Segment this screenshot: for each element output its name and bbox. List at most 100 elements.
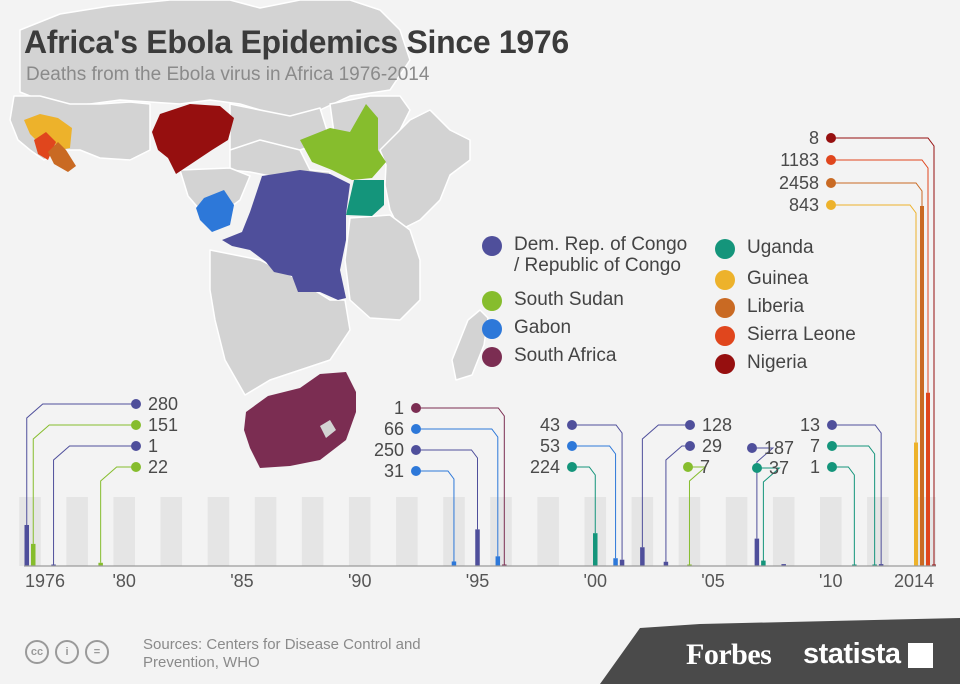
leader-line <box>53 445 136 565</box>
leader-line <box>831 137 935 565</box>
annotation-dot <box>826 200 836 210</box>
bar-drc-1977 <box>51 564 56 566</box>
bar-south_sudan-1979 <box>98 562 103 566</box>
x-tick-label: '95 <box>466 571 489 591</box>
legend-label-south-africa: South Africa <box>514 345 617 366</box>
bar-guinea-2014 <box>914 442 918 566</box>
annotation-label: 53 <box>540 436 560 456</box>
legend-item-liberia: Liberia <box>715 296 804 318</box>
annotation-dot <box>747 443 757 453</box>
annotation-dot <box>752 463 762 473</box>
africa-map <box>9 0 489 468</box>
annotation-label: 7 <box>700 457 710 477</box>
leader-line <box>831 182 923 206</box>
map-nigeria <box>152 104 234 174</box>
leader-line <box>416 470 455 562</box>
x-tick-labels: 1976 '80 '85 '90 '95 '00 '05 '10 2014 <box>25 571 934 591</box>
x-tick-label: '10 <box>819 571 842 591</box>
leader-line <box>757 467 781 561</box>
annotation-dot <box>826 178 836 188</box>
annotation-dot <box>827 420 837 430</box>
annotation-dot <box>411 424 421 434</box>
bar-drc-1995 <box>475 529 480 566</box>
annotation-label: 8 <box>809 128 819 148</box>
statista-logo: statista <box>803 638 901 670</box>
bar-south_sudan-1976 <box>31 543 36 566</box>
annotation-label: 29 <box>702 436 722 456</box>
map-south-sudan <box>300 104 386 180</box>
annotation-label: 1 <box>810 457 820 477</box>
leader-line <box>416 407 505 565</box>
chart-subtitle: Deaths from the Ebola virus in Africa 19… <box>26 64 430 85</box>
annotation-dot <box>411 445 421 455</box>
bars <box>24 206 936 566</box>
leader-line <box>832 445 876 565</box>
annotation-label: 43 <box>540 415 560 435</box>
bar-gabon-1994 <box>451 561 457 566</box>
leader-line <box>831 159 929 393</box>
annotation-label: 1 <box>394 398 404 418</box>
year-band <box>914 497 936 566</box>
annotation-label: 2458 <box>779 173 819 193</box>
annotation-label: 1183 <box>780 150 819 170</box>
year-band <box>207 497 230 566</box>
annotation-dot <box>685 441 695 451</box>
legend-swatch-gabon <box>482 319 502 339</box>
bar-drc-2003 <box>663 561 669 566</box>
legend-item-nigeria: Nigeria <box>715 352 807 374</box>
legend-item-gabon: Gabon <box>482 317 571 339</box>
annotation-dot <box>567 462 577 472</box>
footer-brand-band <box>600 618 960 684</box>
annotation-dot <box>131 399 141 409</box>
annotation-dot <box>683 462 693 472</box>
bar-uganda-2000 <box>593 533 598 566</box>
legend-swatch-sierra-leone <box>715 326 735 346</box>
x-tick-label: 1976 <box>25 571 65 591</box>
annotation-dot <box>567 441 577 451</box>
forbes-logo: Forbes <box>686 638 772 671</box>
annotation-label: 187 <box>764 438 794 458</box>
x-tick-label: '90 <box>348 571 371 591</box>
legend-label-drc: Dem. Rep. of Congo / Republic of Congo <box>514 234 688 276</box>
legend-label-liberia: Liberia <box>747 296 805 317</box>
legend-item-guinea: Guinea <box>715 268 808 290</box>
bar-drc-2002 <box>640 547 645 566</box>
bar-drc-2007 <box>754 538 760 566</box>
leader-line <box>641 424 690 548</box>
legend: Dem. Rep. of Congo / Republic of Congo S… <box>480 234 900 384</box>
year-band <box>348 497 371 566</box>
legend-swatch-south-africa <box>482 347 502 367</box>
year-band <box>820 497 842 566</box>
annotation-dot <box>826 155 836 165</box>
map-land <box>9 0 489 396</box>
map-drc <box>222 170 350 300</box>
annotation-dot <box>567 420 577 430</box>
legend-label-sierra-leone: Sierra Leone <box>747 324 856 345</box>
statista-logo-icon <box>908 643 933 668</box>
bar-south_africa-1996 <box>502 564 507 566</box>
legend-item-south-sudan: South Sudan <box>482 289 624 311</box>
map-uganda <box>346 180 384 216</box>
year-band <box>254 497 277 566</box>
map-south-africa <box>244 372 356 468</box>
legend-item-south-africa: South Africa <box>482 345 616 367</box>
legend-label-south-sudan: South Sudan <box>514 289 624 310</box>
annotation-label: 280 <box>148 394 178 414</box>
bar-south_sudan-2004 <box>687 564 692 566</box>
annotation-label: 151 <box>148 415 178 435</box>
legend-swatch-liberia <box>715 298 735 318</box>
bar-nigeria-2014 <box>932 564 936 566</box>
year-band <box>867 497 889 566</box>
annotation-dot <box>411 403 421 413</box>
legend-label-guinea: Guinea <box>747 268 809 289</box>
legend-swatch-uganda <box>715 239 735 259</box>
legend-item-drc: Dem. Rep. of Congo / Republic of Congo <box>482 234 687 276</box>
leader-line <box>572 466 596 534</box>
bar-uganda-2012 <box>872 564 877 566</box>
map-lesotho <box>320 420 336 438</box>
annotation-dot <box>131 441 141 451</box>
annotation-label: 7 <box>810 436 820 456</box>
leader-line <box>416 449 478 530</box>
year-band <box>19 497 41 566</box>
